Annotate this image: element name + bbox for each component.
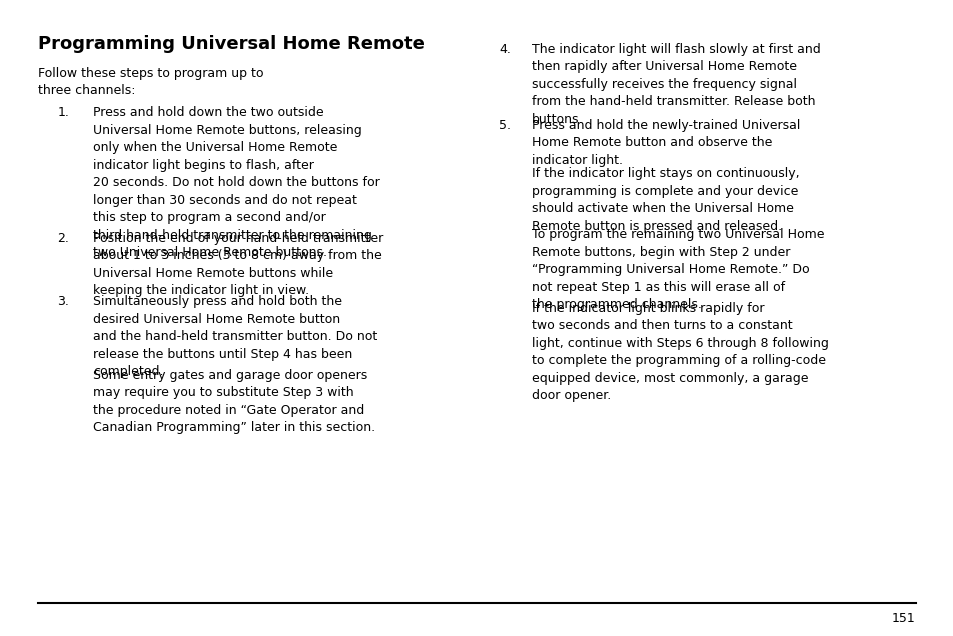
Text: Follow these steps to program up to
three channels:: Follow these steps to program up to thre… bbox=[38, 67, 263, 97]
Text: If the indicator light stays on continuously,
programming is complete and your d: If the indicator light stays on continuo… bbox=[532, 167, 800, 233]
Text: To program the remaining two Universal Home
Remote buttons, begin with Step 2 un: To program the remaining two Universal H… bbox=[532, 228, 824, 312]
Text: 151: 151 bbox=[891, 612, 915, 625]
Text: If the indicator light blinks rapidly for
two seconds and then turns to a consta: If the indicator light blinks rapidly fo… bbox=[532, 301, 828, 403]
Text: Programming Universal Home Remote: Programming Universal Home Remote bbox=[38, 35, 425, 53]
Text: Some entry gates and garage door openers
may require you to substitute Step 3 wi: Some entry gates and garage door openers… bbox=[93, 369, 375, 434]
Text: Press and hold down the two outside
Universal Home Remote buttons, releasing
onl: Press and hold down the two outside Univ… bbox=[93, 106, 380, 259]
Text: 3.: 3. bbox=[57, 295, 69, 308]
Text: 5.: 5. bbox=[498, 118, 511, 132]
Text: Press and hold the newly-trained Universal
Home Remote button and observe the
in: Press and hold the newly-trained Univers… bbox=[532, 118, 800, 167]
Text: 2.: 2. bbox=[57, 232, 69, 245]
Text: The indicator light will flash slowly at first and
then rapidly after Universal : The indicator light will flash slowly at… bbox=[532, 43, 821, 126]
Text: Position the end of your hand-held transmitter
about 1 to 3 inches (3 to 8 cm) a: Position the end of your hand-held trans… bbox=[93, 232, 383, 297]
Text: Simultaneously press and hold both the
desired Universal Home Remote button
and : Simultaneously press and hold both the d… bbox=[93, 295, 377, 378]
Text: 1.: 1. bbox=[57, 106, 69, 119]
Text: 4.: 4. bbox=[498, 43, 510, 55]
